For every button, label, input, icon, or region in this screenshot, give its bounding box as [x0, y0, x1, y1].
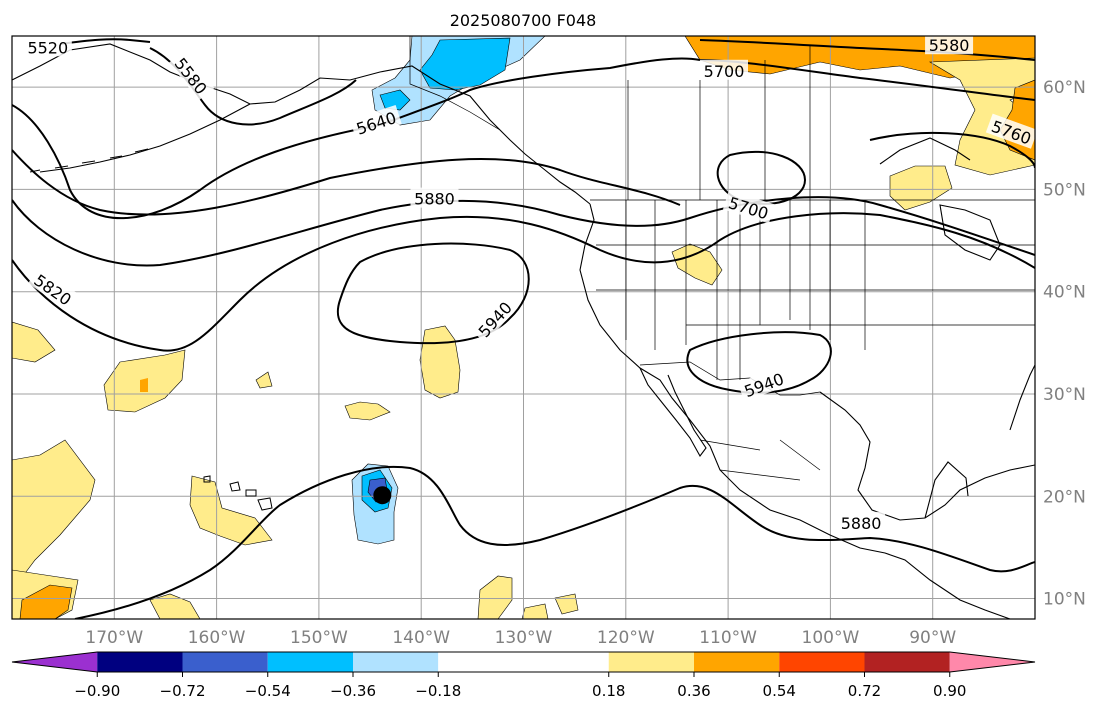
lon-tick-label: 150°W [290, 628, 348, 648]
border-states-1 [625, 200, 741, 380]
lon-tick-label: 90°W [909, 628, 956, 648]
coast-baja [639, 367, 707, 458]
shade-small-yellow-2 [255, 371, 273, 389]
island-hawaii-1 [203, 475, 211, 483]
lat-tick-label: 60°N [1043, 78, 1086, 98]
border-us-mexico [639, 361, 821, 396]
contour-label: 5520 [27, 38, 68, 57]
latitude-ticks: 10°N 20°N 30°N 40°N 50°N 60°N [1043, 78, 1086, 609]
lon-tick-label: 160°W [188, 628, 246, 648]
shade-alaska-blue-2 [379, 89, 411, 111]
border-states-3 [596, 244, 1035, 326]
shade-west-edge-yellow [12, 321, 56, 363]
coast-gulf-mexico [819, 391, 1035, 521]
map-frame [11, 35, 1036, 620]
contour-label: 5700 [704, 62, 745, 81]
contour-label-group: 5880 [837, 511, 886, 533]
border-canada-provinces [627, 45, 811, 200]
lat-tick-label: 20°N [1043, 487, 1086, 507]
shade-canada-yellow [889, 165, 953, 211]
border-alaska-canada [409, 36, 501, 131]
shade-south-yellow-1 [477, 575, 513, 619]
colorbar-tick-label: 0.54 [763, 682, 796, 700]
storm-center-marker [373, 486, 392, 505]
coast-yucatan [924, 461, 969, 519]
coast-west-us [579, 203, 1011, 619]
lon-tick-label: 120°W [597, 628, 655, 648]
coast-hudson [879, 137, 971, 165]
colorbar-segment [267, 652, 353, 672]
longitude-ticks: 170°W 160°W 150°W 140°W 130°W 120°W 110°W 100°W… [85, 628, 956, 648]
colorbar-tick-label: 0.36 [677, 682, 710, 700]
contour-label: 5580 [929, 36, 970, 55]
lon-tick-label: 170°W [85, 628, 143, 648]
contour-label: 5880 [414, 190, 455, 209]
lat-tick-label: 50°N [1043, 180, 1086, 200]
contour-label: 5880 [841, 514, 882, 533]
political-borders [409, 36, 1035, 481]
coast-great-lakes [939, 204, 1001, 261]
colorbar-tick-label: 0.72 [848, 682, 881, 700]
colorbar-segment [779, 652, 865, 672]
contour-5760 [869, 131, 1035, 169]
lon-tick-label: 110°W [699, 628, 757, 648]
shade-sw-orange [19, 584, 73, 619]
contour-label-group: 5700 [700, 59, 749, 81]
shade-hawaii-yellow [189, 475, 273, 546]
colorbar-tick-label: −0.36 [330, 682, 376, 700]
graticule [12, 36, 1035, 619]
shade-south-yellow-4 [149, 593, 201, 619]
lat-tick-label: 10°N [1043, 590, 1086, 610]
lat-tick-label: 30°N [1043, 385, 1086, 405]
contour-5640 [12, 57, 701, 220]
coast-alaska [12, 43, 591, 205]
colorbar-tick-label: −0.54 [245, 682, 291, 700]
colorbar-segment [182, 652, 268, 672]
island-hawaii-4 [257, 497, 273, 511]
colorbar: −0.90 −0.72 −0.54 −0.36 −0.18 0.18 0.36 0.54 0.7… [11, 651, 1036, 700]
colorbar-tick-label: −0.72 [160, 682, 206, 700]
island-hawaii-2 [229, 481, 241, 492]
shaded-anomaly-layer [12, 36, 1035, 619]
colorbar-segment [438, 652, 609, 672]
coast-florida [1009, 364, 1035, 431]
contour-5940-mexico [686, 331, 832, 394]
border-states-2 [759, 200, 866, 350]
contour-5760-lower [12, 149, 681, 216]
island-hawaii-3 [245, 489, 257, 497]
contour-5820 [12, 212, 1035, 352]
colorbar-tick-label: −0.18 [415, 682, 461, 700]
contour-label-group: 5880 [410, 187, 459, 209]
map-title: 2025080700 F048 [450, 11, 597, 30]
contour-5580-east [699, 39, 1035, 61]
colorbar-segment [353, 652, 439, 672]
contour-label-group: 5580 [925, 36, 974, 55]
border-mexico-states [699, 439, 821, 481]
shade-small-yellow-1 [344, 401, 391, 421]
coast-alaska-peninsula [39, 103, 251, 173]
contour-5880-south [74, 465, 1035, 619]
coastlines [12, 43, 1035, 619]
lat-tick-label: 40°N [1043, 283, 1086, 303]
contour-5700-closed [716, 150, 807, 205]
lon-tick-label: 130°W [495, 628, 553, 648]
colorbar-segment [97, 652, 183, 672]
colorbar-extend-min [12, 652, 98, 672]
colorbar-segment [608, 652, 694, 672]
shade-westpac-orange [140, 378, 148, 392]
colorbar-segment [694, 652, 780, 672]
colorbar-segment [864, 652, 950, 672]
contour-5880-north [12, 196, 1035, 267]
lon-tick-label: 140°W [392, 628, 450, 648]
lon-tick-label: 100°W [802, 628, 860, 648]
colorbar-tick-label: 0.90 [933, 682, 966, 700]
colorbar-extend-max [949, 652, 1035, 672]
contour-label-group: 5520 [23, 36, 72, 57]
colorbar-tick-label: 0.18 [592, 682, 625, 700]
colorbar-tick-label: −0.90 [74, 682, 120, 700]
